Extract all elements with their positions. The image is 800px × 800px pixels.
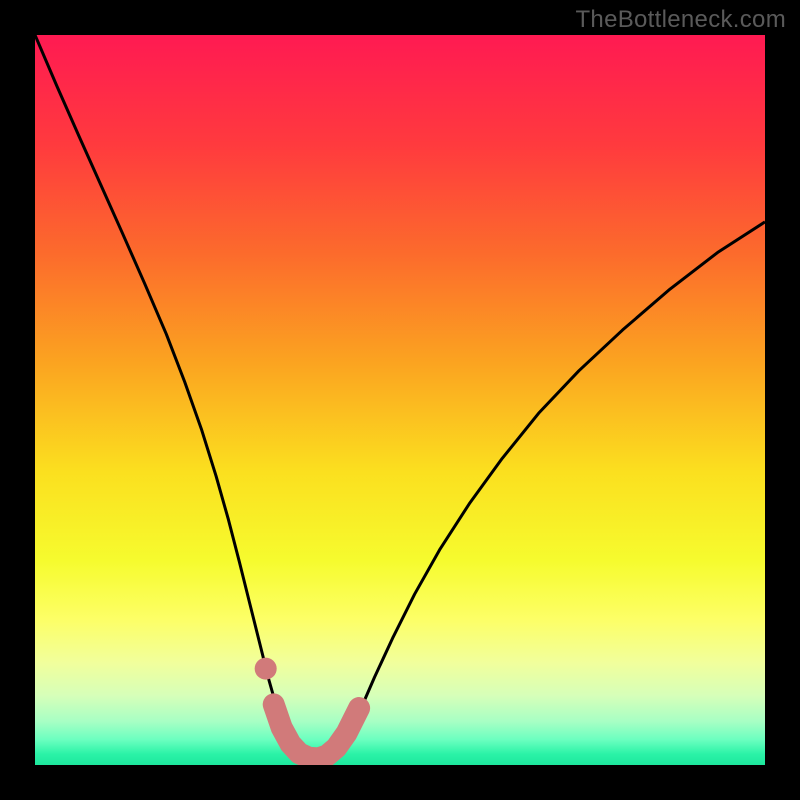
plot-area [35,35,765,765]
watermark-text: TheBottleneck.com [575,6,786,34]
curve-layer [35,35,765,765]
marker-range-curve [274,704,359,758]
figure-root: { "watermark": { "text": "TheBottleneck.… [0,0,800,800]
bottleneck-curve [35,35,765,759]
marker-dot [255,658,277,680]
